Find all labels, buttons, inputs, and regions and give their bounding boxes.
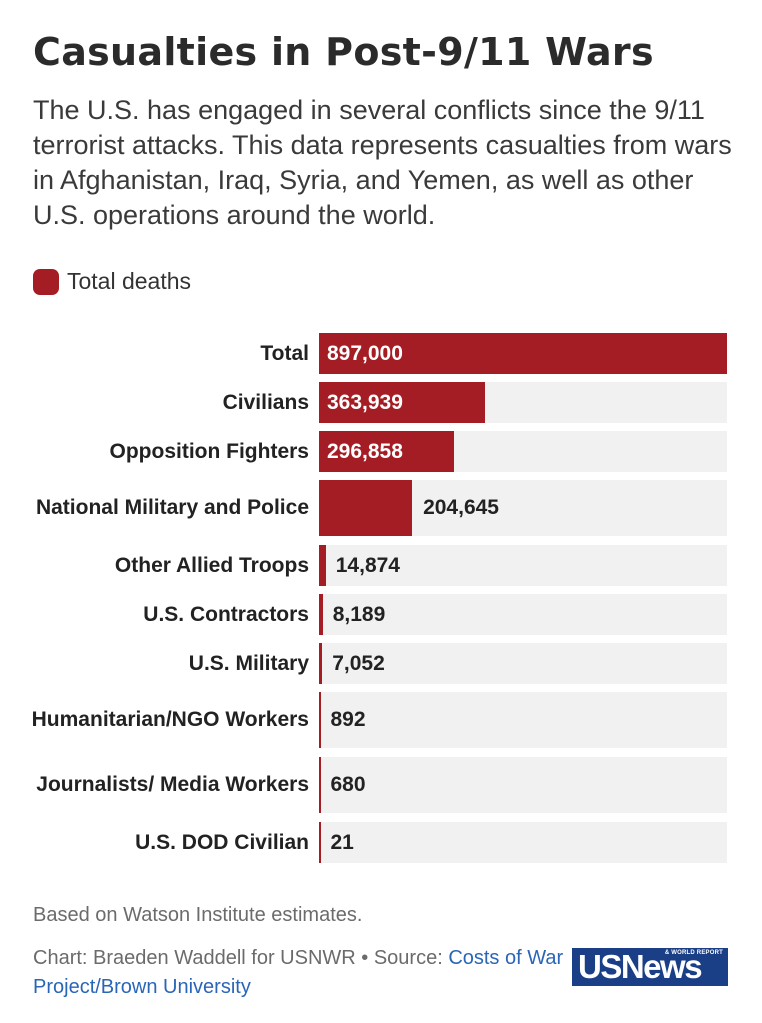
bar [319,333,727,374]
chart-title: Casualties in Post-9/11 Wars [33,30,654,74]
category-label: U.S. Contractors [143,602,309,626]
credit-line: Chart: Braeden Waddell for USNWR • Sourc… [33,944,573,1002]
bar [319,545,326,586]
chart-subtitle: The U.S. has engaged in several conflict… [33,95,732,230]
category-label: U.S. DOD Civilian [135,830,309,854]
legend-swatch [33,268,59,295]
bar [319,757,321,813]
bar-track [319,822,727,863]
bar-track [319,692,727,748]
value-label: 21 [330,830,354,854]
footnote: Based on Watson Institute estimates. [33,904,363,926]
value-label: 892 [330,708,366,731]
bar-track [319,545,727,586]
category-label: Humanitarian/NGO Workers [31,708,309,731]
category-label: Opposition Fighters [109,439,310,463]
bar [319,431,455,472]
value-label: 14,874 [335,553,400,577]
bar [319,643,323,684]
category-label: Total [260,341,309,365]
category-label: National Military and Police [35,496,309,519]
category-label: Other Allied Troops [114,553,309,577]
bar-track [319,643,727,684]
logo-subtext: & WORLD REPORT [664,950,723,956]
bar [319,692,321,748]
usnews-logo: USNews & WORLD REPORT [572,948,728,986]
bar-track [319,594,727,635]
credit-text: Chart: Braeden Waddell for USNWR • Sourc… [33,947,449,969]
value-label: 7,052 [332,651,385,675]
category-label: Civilians [222,390,309,414]
source-link[interactable]: Costs of War Project/Brown University [33,947,564,998]
bar [319,382,485,423]
category-label: U.S. Military [188,651,309,675]
legend-label: Total deaths [67,268,192,294]
logo-wordmark: USNews [578,948,703,985]
value-label: 8,189 [332,602,386,626]
bar [319,480,413,536]
legend: Total deaths [33,268,191,295]
value-label: 204,645 [423,496,499,519]
bar [319,822,321,863]
value-label: 897,000 [327,341,403,365]
value-label: 296,858 [327,439,403,463]
bar-track [319,757,727,813]
value-label: 680 [330,773,366,796]
bar [319,594,323,635]
value-label: 363,939 [327,390,403,414]
category-label: Journalists/ Media Workers [36,773,309,796]
